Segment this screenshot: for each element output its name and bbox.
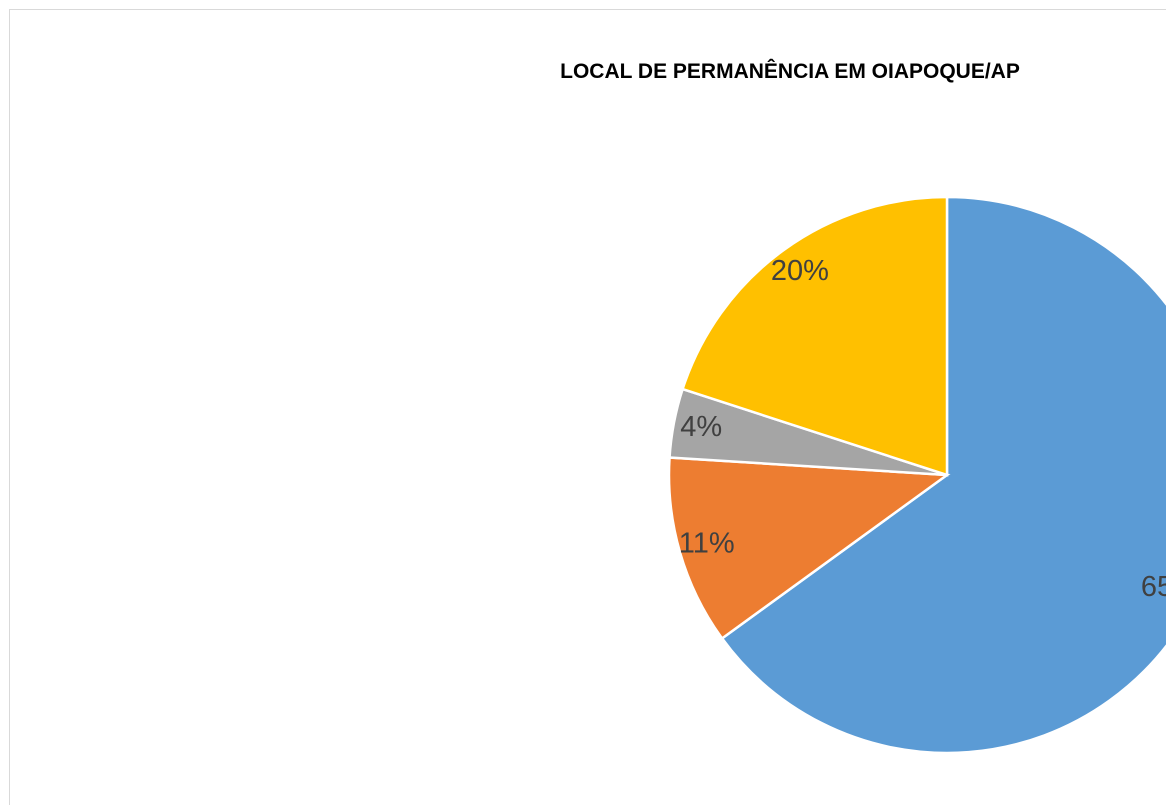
pie-slice [720,195,1166,755]
chart-title: LOCAL DE PERMANÊNCIA EM OIAPOQUE/AP [560,59,1020,83]
data-label: 4% [680,411,722,443]
data-label: 20% [771,255,829,287]
data-label: 65% [1141,571,1166,603]
data-label: 11% [679,527,735,559]
pie-slice [681,195,949,477]
pie-slice [667,456,951,641]
